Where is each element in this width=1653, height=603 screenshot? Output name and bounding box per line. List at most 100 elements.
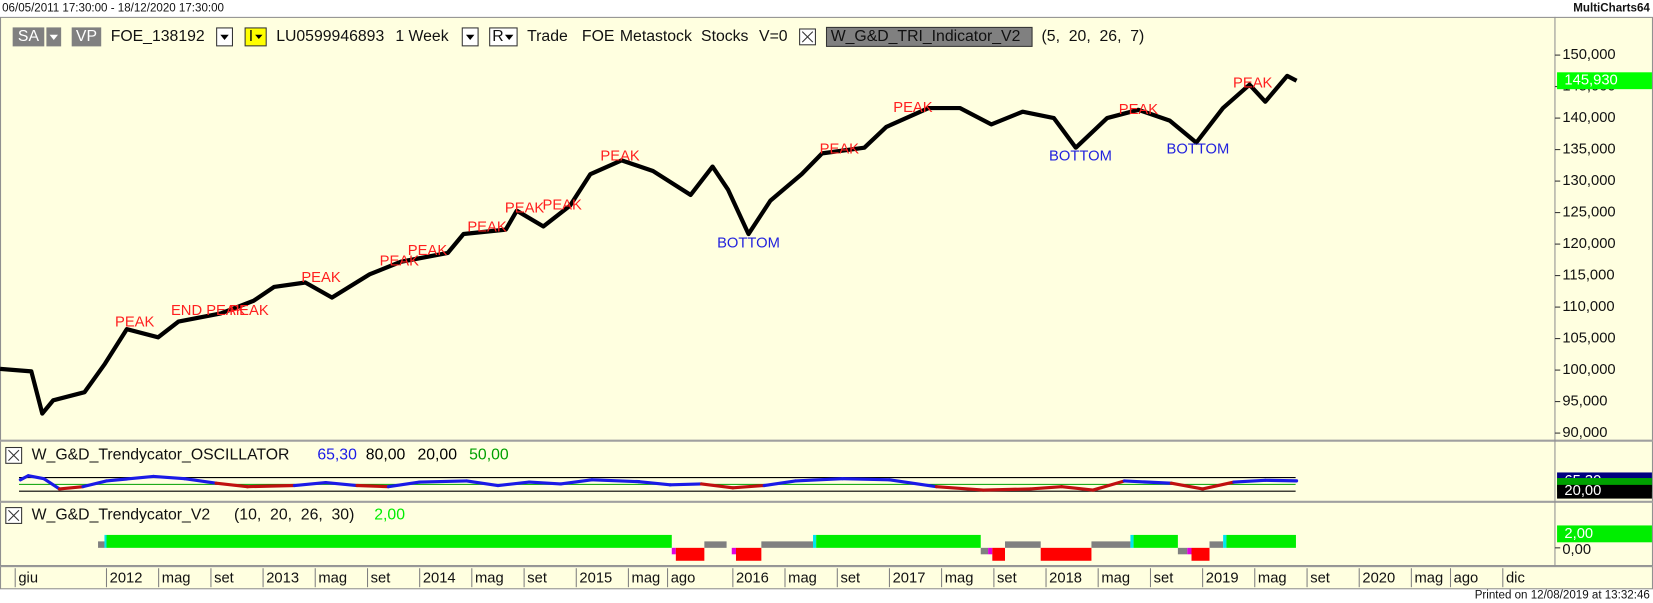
close-icon xyxy=(801,31,814,43)
state-bar xyxy=(1133,534,1178,548)
oscillator-segment xyxy=(981,487,1032,492)
indicator-params: (10, 20, 26, 30) xyxy=(234,507,354,524)
dropdown[interactable] xyxy=(244,27,267,47)
date-range: 06/05/2011 17:30:00 - 18/12/2020 17:30:0… xyxy=(2,2,224,14)
annotation: PEAK xyxy=(542,198,582,214)
indicator-value: 65,30 xyxy=(317,447,357,464)
x-tick-label: set xyxy=(997,571,1017,587)
dropdown-arrow xyxy=(465,34,475,41)
x-tick-label: mag xyxy=(162,571,191,587)
oscillator-segment xyxy=(81,479,109,489)
button[interactable] xyxy=(12,27,45,47)
oscillator-segment xyxy=(668,482,704,487)
state-bar xyxy=(1191,547,1210,561)
state-bar xyxy=(704,541,727,548)
y-tick-label: 0,00 xyxy=(1562,542,1591,558)
annotation: BOTTOM xyxy=(1049,148,1112,164)
state-bar xyxy=(104,534,107,548)
dropdown[interactable] xyxy=(489,27,518,47)
x-tick-label: mag xyxy=(1258,571,1287,587)
x-tick-label: 2012 xyxy=(110,571,143,587)
state-bar xyxy=(671,547,676,555)
oscillator-segment xyxy=(324,480,359,488)
y-tick-label: 90,000 xyxy=(1562,425,1607,441)
x-tick-label: mag xyxy=(945,571,974,587)
level-label: 50,00 xyxy=(469,447,509,464)
oscillator-segment xyxy=(214,481,250,489)
x-tick-label: mag xyxy=(318,571,347,587)
state-bar xyxy=(1226,534,1296,548)
indicator-name: W_G&D_TRI_Indicator_V2 xyxy=(831,28,1021,45)
oscillator-segment xyxy=(183,477,218,485)
y-tick-label: 105,000 xyxy=(1562,330,1615,346)
oscillator-segment xyxy=(699,482,735,490)
x-tick-label: 2020 xyxy=(1362,571,1395,587)
oscillator-segment xyxy=(1263,478,1299,483)
x-tick-label: 2013 xyxy=(266,571,299,587)
oscillator-segment xyxy=(496,480,531,488)
level-label: 20,00 xyxy=(417,447,457,464)
button-label: I xyxy=(249,28,253,45)
volume-flag: V=0 xyxy=(759,28,788,45)
state-bar xyxy=(988,547,993,555)
time-axis xyxy=(0,566,1653,590)
x-tick-label: mag xyxy=(1101,571,1130,587)
oscillator-segment xyxy=(1201,480,1236,491)
x-tick-label: 2017 xyxy=(893,571,926,587)
oscillator-segment xyxy=(1122,479,1173,485)
indicator-name-box[interactable] xyxy=(825,26,1033,47)
oscillator-segment xyxy=(731,483,766,490)
dropdown-arrow xyxy=(255,34,263,40)
last-value-box xyxy=(1557,72,1652,90)
y-tick-label: 135,000 xyxy=(1562,141,1615,157)
state-bar xyxy=(813,534,817,548)
print-stamp: Printed on 12/08/2019 at 13:32:46 xyxy=(1475,590,1650,602)
state-bar xyxy=(1040,547,1092,561)
x-tick-label: mag xyxy=(632,571,661,587)
annotation: PEAK xyxy=(301,270,341,286)
oscillator-segment xyxy=(42,477,62,491)
oscillator-segment xyxy=(57,485,85,491)
last-value-label: 145,930 xyxy=(1564,73,1617,89)
oscillator-segment xyxy=(386,480,422,489)
dropdown-arrow xyxy=(49,34,58,41)
y-tick-label: 130,000 xyxy=(1562,173,1615,189)
dropdown-arrow xyxy=(220,34,229,41)
oscillator-segment xyxy=(559,478,594,486)
state-bar xyxy=(735,547,762,561)
x-tick-label: mag xyxy=(1415,571,1444,587)
oscillator-segment xyxy=(465,479,500,488)
level-box xyxy=(1557,484,1652,499)
state-bar xyxy=(1209,541,1224,548)
oscillator-segment xyxy=(151,474,187,481)
button-label: R xyxy=(492,28,503,45)
x-tick-label: 2018 xyxy=(1049,571,1082,587)
session: Trade xyxy=(527,28,568,45)
oscillator-segment xyxy=(1028,485,1064,491)
y-tick-label: 120,000 xyxy=(1562,236,1615,252)
oscillator-segment xyxy=(590,478,641,484)
button[interactable] xyxy=(71,27,102,47)
x-tick-label: ago xyxy=(671,571,696,587)
state-bar xyxy=(980,547,989,555)
annotation: PEAK xyxy=(1119,102,1159,118)
state-bar xyxy=(761,541,814,548)
price-line xyxy=(0,73,1298,416)
annotation: END PEAK xyxy=(171,303,246,319)
toolbar: SA VP FOE_138192 I LU0599946893 1 Week R… xyxy=(12,26,1144,47)
oscillator-segment xyxy=(418,479,469,484)
oscillator-segment xyxy=(527,480,563,486)
x-tick-label: ago xyxy=(1454,571,1479,587)
annotation: PEAK xyxy=(505,201,545,217)
annotation: PEAK xyxy=(467,220,507,236)
annotation: PEAK xyxy=(893,100,933,116)
state-bar xyxy=(1177,547,1188,555)
y-tick-label: 95,000 xyxy=(1562,393,1607,409)
oscillator-segment xyxy=(762,479,798,488)
state-bar xyxy=(106,534,672,548)
resolution: 1 Week xyxy=(395,28,448,45)
oscillator-segment xyxy=(104,474,156,483)
annotation: PEAK xyxy=(1233,75,1273,91)
